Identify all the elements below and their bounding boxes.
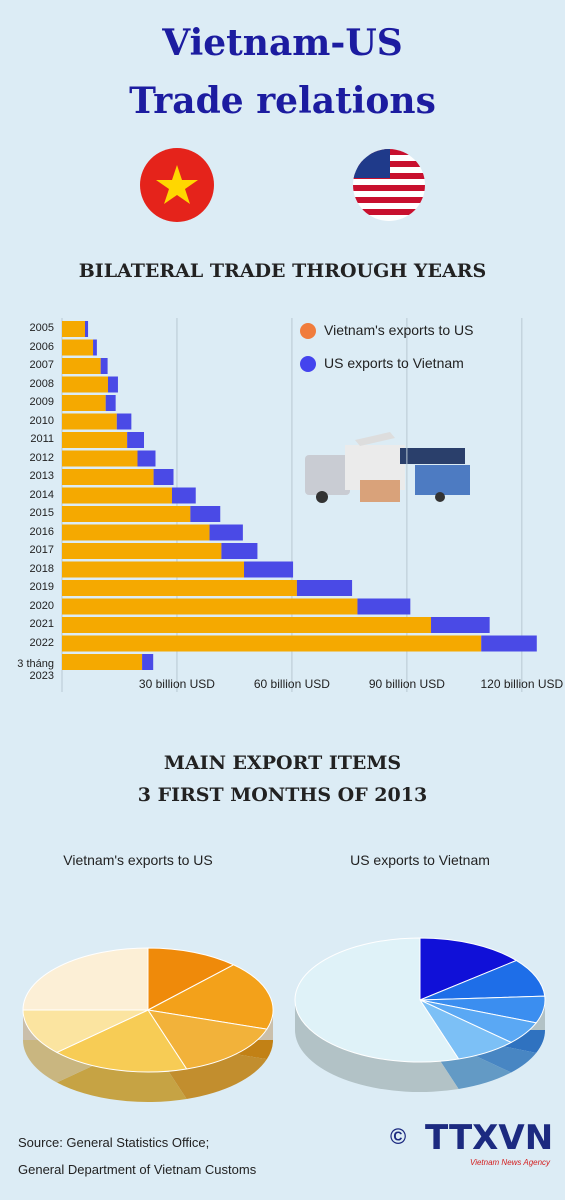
bar-segment: [62, 635, 482, 652]
pie-slice: [22, 947, 149, 1011]
pie-slice: [419, 959, 546, 1001]
bar-segment: [153, 469, 174, 485]
pie-slice: [147, 947, 235, 1011]
y-tick-label: 3 tháng 2023: [17, 658, 54, 682]
title-line: Trade relations: [129, 80, 436, 122]
bar-segment: [62, 413, 117, 430]
bar-segment: [62, 506, 191, 522]
logo-subtitle: Vietnam News Agency: [470, 1158, 551, 1167]
pie-title: US exports to Vietnam: [350, 852, 490, 868]
bar-segment: [62, 432, 128, 448]
bar-segment: [357, 598, 411, 615]
bar-segment: [62, 321, 85, 337]
chart-title: BILATERAL TRADE THROUGH YEARS: [78, 260, 487, 282]
y-tick-label: 2011: [30, 433, 54, 445]
bar-segment: [62, 654, 143, 670]
bar-segment: [62, 450, 138, 467]
pie-slice: [146, 1009, 268, 1070]
copyright: ©: [390, 1124, 407, 1149]
pie-slice: [22, 1009, 149, 1053]
x-tick-label: 120 billion USD: [480, 677, 564, 691]
bar-segment: [116, 413, 132, 430]
y-tick-label: 2010: [29, 414, 54, 427]
y-tick-label: 2016: [29, 525, 54, 538]
bar-segment: [62, 524, 210, 541]
bar-segment: [142, 654, 154, 670]
bar-segment: [127, 432, 145, 448]
pie-slice: [146, 964, 274, 1030]
source: Source: General Statistics Office;: [18, 1135, 210, 1150]
x-tick-label: 60 billion USD: [253, 677, 330, 691]
y-tick-label: 2007: [29, 359, 54, 371]
bar-segment: [62, 339, 94, 356]
us-flag: [353, 149, 425, 221]
legend-label: Vietnam's exports to US: [324, 322, 474, 338]
bar-segment: [481, 635, 537, 652]
y-tick-label: 2021: [29, 618, 54, 630]
legend-marker: [300, 323, 316, 339]
y-tick-label: 2014: [29, 488, 54, 501]
x-tick-label: 30 billion USD: [138, 677, 215, 691]
bar-segment: [62, 561, 245, 578]
bar-segment: [209, 524, 243, 541]
bar-segment: [62, 376, 108, 393]
bar-segment: [296, 580, 353, 596]
source: General Department of Vietnam Customs: [18, 1162, 257, 1177]
bar-segment: [107, 376, 118, 393]
bar-segment: [244, 561, 294, 578]
x-tick-label: 90 billion USD: [368, 677, 445, 691]
bar-segment: [62, 580, 297, 596]
legend-label: US exports to Vietnam: [324, 355, 464, 371]
y-tick-label: 2012: [29, 451, 54, 464]
vietnam-flag: [140, 148, 214, 222]
y-tick-label: 2015: [29, 507, 54, 519]
bar-segment: [62, 358, 101, 374]
bar-segment: [62, 395, 106, 411]
bar-segment: [62, 469, 154, 485]
bar-segment: [221, 543, 258, 559]
pie-slice: [294, 937, 460, 1063]
logo: TTXVN: [425, 1118, 554, 1158]
bar-segment: [62, 487, 172, 504]
y-tick-label: 2009: [29, 396, 54, 408]
y-tick-label: 2022: [29, 636, 54, 649]
title-line: Vietnam-US: [162, 22, 403, 64]
y-tick-label: 2018: [29, 562, 54, 575]
y-tick-label: 2006: [29, 340, 54, 353]
y-tick-label: 2013: [29, 470, 54, 482]
bar-segment: [84, 321, 89, 337]
legend-marker: [300, 356, 316, 372]
y-tick-label: 2017: [29, 544, 54, 556]
section-title: 3 FIRST MONTHS OF 2013: [137, 784, 428, 806]
bar-segment: [62, 617, 432, 633]
section-title: MAIN EXPORT ITEMS: [163, 752, 402, 774]
bar-segment: [171, 487, 196, 504]
y-tick-label: 2008: [29, 377, 54, 390]
y-tick-label: 2005: [29, 322, 54, 334]
logistics-illustration: [305, 432, 470, 503]
bar-segment: [137, 450, 156, 467]
bar-segment: [190, 506, 221, 522]
y-tick-label: 2020: [29, 599, 54, 612]
pie-slice: [55, 1009, 188, 1073]
bar-segment: [100, 358, 108, 374]
bar-segment: [62, 598, 358, 615]
pie-slice: [419, 937, 518, 1001]
bar-segment: [105, 395, 116, 411]
y-tick-label: 2019: [29, 581, 54, 593]
bar-segment: [431, 617, 490, 633]
pie-title: Vietnam's exports to US: [63, 852, 213, 868]
bar-segment: [93, 339, 97, 356]
bar-segment: [62, 543, 222, 559]
